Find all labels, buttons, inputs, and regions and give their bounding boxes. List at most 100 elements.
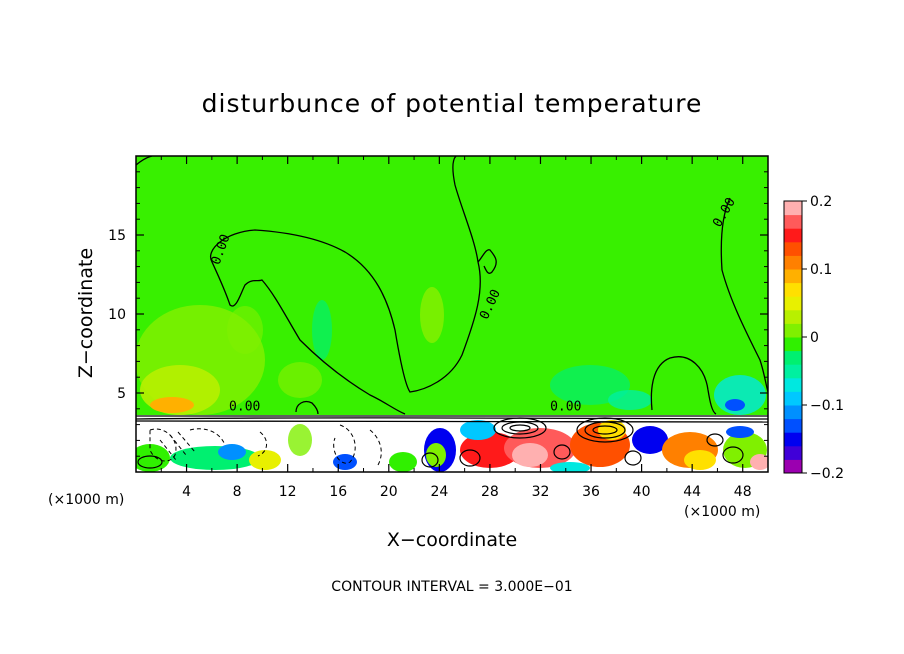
- x-tick-label: 44: [683, 484, 701, 500]
- contour-line: [369, 429, 382, 466]
- colorbar-swatch: [784, 214, 802, 229]
- colorbar-swatch: [784, 323, 802, 338]
- y-axis-label: Z−coordinate: [75, 248, 97, 378]
- field-blob-negative: [550, 365, 630, 405]
- field-blob-positive: [150, 397, 194, 413]
- x-tick-label: 28: [481, 484, 499, 500]
- colorbar-swatch: [784, 309, 802, 324]
- colorbar-swatch: [784, 391, 802, 406]
- field-lower-blob: [249, 450, 281, 470]
- colorbar-swatch: [784, 364, 802, 379]
- x-tick-label: 20: [380, 484, 398, 500]
- contour-line: [477, 249, 497, 274]
- colorbar-swatch: [784, 228, 802, 243]
- contour-line: [257, 431, 267, 457]
- contour-line: [576, 417, 634, 443]
- contour-label: 0.00: [550, 399, 581, 414]
- contour-line: [459, 449, 481, 467]
- colorbar-tick-label: 0: [810, 330, 819, 346]
- contour-line: [650, 356, 717, 415]
- x-tick-label: 40: [633, 484, 651, 500]
- colorbar-swatch: [784, 432, 802, 447]
- x-axis-label: X−coordinate: [387, 529, 517, 551]
- colorbar-swatch: [784, 418, 802, 433]
- contour-line: [722, 446, 744, 464]
- field-blob-negative: [725, 399, 745, 411]
- contour-line: [584, 421, 626, 439]
- y-tick-label: 15: [108, 228, 126, 244]
- colorbar-tick-label: −0.2: [810, 466, 844, 482]
- field-lower-blob: [288, 424, 312, 456]
- field-lower-blob: [218, 444, 246, 460]
- contour-label: 0.00: [229, 399, 260, 414]
- x-unit-left: (×1000 m): [48, 492, 124, 508]
- contour-line: [509, 424, 531, 432]
- plot-area: 0.000.000.000.00 0.00: [136, 156, 768, 472]
- contour-line: [501, 421, 539, 435]
- colorbar-tick-label: 0.1: [810, 262, 832, 278]
- colorbar-tick-label: 0.2: [810, 194, 832, 210]
- x-tick-label: 8: [233, 484, 242, 500]
- contour-line: [720, 197, 768, 393]
- contour-line: [493, 417, 547, 439]
- y-tick-label: 5: [117, 386, 126, 402]
- contour-interval-text: CONTOUR INTERVAL = 3.000E−01: [331, 579, 572, 595]
- contour-line: [149, 428, 177, 462]
- field-lower-blob: [512, 443, 548, 467]
- contour-line: [624, 450, 642, 466]
- colorbar-swatch: [784, 201, 802, 216]
- contour-line: [553, 444, 571, 460]
- field-lower-blob: [389, 452, 417, 472]
- field-lower-blob: [460, 432, 520, 468]
- colorbar-swatch: [784, 241, 802, 256]
- field-blob-positive: [278, 362, 322, 398]
- field-lower-blob: [684, 450, 716, 470]
- contour-line: [592, 425, 618, 435]
- field-blob-positive: [420, 287, 444, 343]
- contour-line: [706, 433, 724, 447]
- field-blob-negative: [608, 390, 652, 410]
- contour-line: [295, 400, 319, 415]
- colorbar-tick-label: −0.1: [810, 398, 844, 414]
- x-tick-label: 16: [329, 484, 347, 500]
- y-axis: 5 10 15: [108, 171, 768, 457]
- contour-lines-positive: [137, 417, 744, 469]
- x-tick-label: 48: [734, 484, 752, 500]
- colorbar-swatch: [784, 337, 802, 352]
- contour-line: [421, 452, 439, 468]
- colorbar-swatch: [784, 296, 802, 311]
- field-lower-blob: [726, 426, 754, 438]
- x-tick-label: 36: [582, 484, 600, 500]
- field-lower-blob: [460, 420, 496, 440]
- field-lower-blob: [170, 446, 260, 470]
- colorbar-swatch: [784, 459, 802, 474]
- field-lower-blob: [333, 454, 357, 470]
- field-lower-blob: [598, 420, 626, 440]
- x-tick-label: 12: [279, 484, 297, 500]
- field-lower-blob: [632, 426, 668, 454]
- contour-line: [211, 261, 406, 415]
- contour-line: [209, 156, 481, 393]
- y-tick-label: 10: [108, 307, 126, 323]
- field-lower-blob: [750, 454, 768, 470]
- chart-title: disturbunce of potential temperature: [202, 89, 703, 118]
- contour-lines-negative: [149, 424, 382, 466]
- field-blob-positive: [227, 306, 263, 354]
- contour-line: [333, 424, 356, 464]
- x-tick-label: 4: [182, 484, 191, 500]
- colorbar-swatch: [784, 377, 802, 392]
- contour-line: [189, 428, 226, 446]
- contour-line: [159, 431, 196, 461]
- contour-line: [136, 417, 768, 420]
- x-axis: 4 8 12 16 20 24 28 32 36 40 44 48: [160, 156, 752, 500]
- contour-line: [137, 455, 163, 469]
- x-tick-label: 32: [532, 484, 550, 500]
- field-lower-blob: [136, 444, 170, 472]
- colorbar-swatch: [784, 405, 802, 420]
- contour-lines: [136, 156, 768, 423]
- colorbar-swatch: [784, 269, 802, 284]
- colorbar: 0.2 0.1 0 −0.1 −0.2: [783, 194, 844, 482]
- colorbar-swatch: [784, 445, 802, 460]
- colorbar-swatch: [784, 255, 802, 270]
